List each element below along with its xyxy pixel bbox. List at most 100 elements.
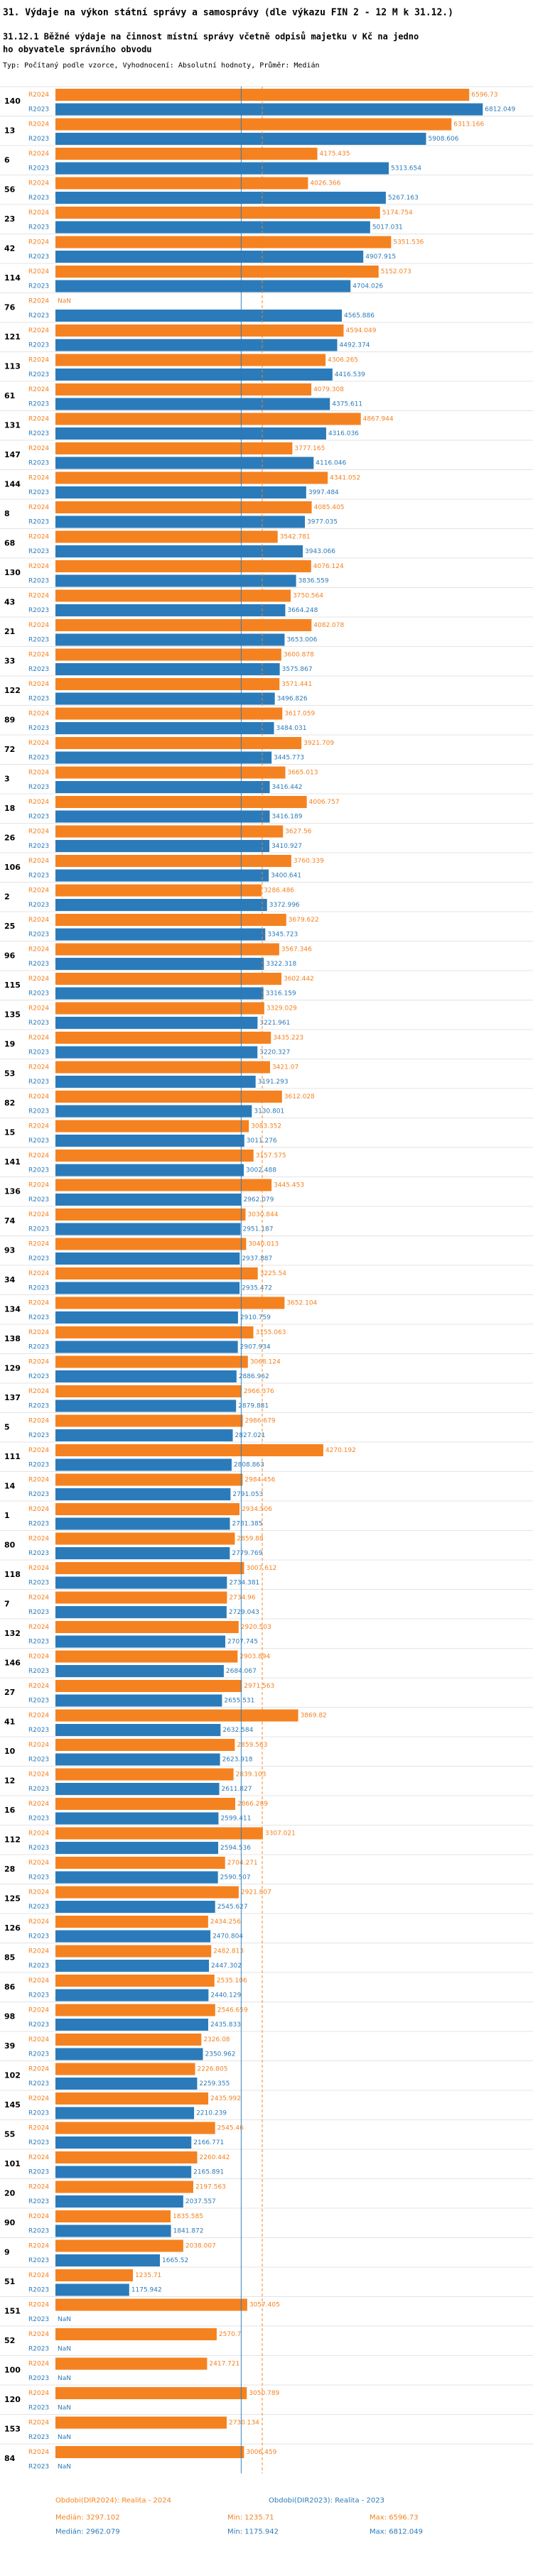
category-label: 6 — [4, 155, 10, 165]
series-label: R2023 — [28, 1992, 49, 1999]
value-label: 2903.894 — [239, 1654, 270, 1661]
series-label: R2023 — [28, 136, 49, 143]
series-label: R2023 — [28, 2021, 49, 2029]
value-label: 2839.103 — [236, 1772, 266, 1779]
series-label: R2024 — [28, 917, 49, 924]
value-label: 3316.159 — [266, 990, 296, 998]
bar — [55, 884, 262, 897]
value-label: 3225.54 — [260, 1270, 286, 1277]
value-label: 4085.405 — [314, 504, 345, 511]
category-label: 84 — [4, 2454, 16, 2463]
category-label: 52 — [4, 2336, 15, 2345]
value-label: 2937.887 — [242, 1255, 272, 1262]
value-label: 3571.441 — [281, 681, 312, 688]
category-label: 130 — [4, 568, 21, 577]
value-label: 3155.063 — [255, 1329, 286, 1336]
category-label: 8 — [4, 509, 10, 518]
value-label: 5267.163 — [388, 195, 419, 202]
category-label: 51 — [4, 2277, 15, 2286]
series-label: R2023 — [28, 902, 49, 909]
series-label: R2024 — [28, 1595, 49, 1602]
bar — [55, 751, 272, 764]
bar — [55, 2210, 171, 2222]
value-label: 2729.043 — [229, 1609, 259, 1616]
category-label: 145 — [4, 2100, 21, 2110]
value-label: 3157.575 — [256, 1152, 286, 1159]
series-label: R2023 — [28, 1462, 49, 1469]
value-label: 4416.539 — [335, 371, 365, 378]
series-label: R2023 — [28, 2080, 49, 2087]
category-label: 93 — [4, 1245, 15, 1255]
summary-median: Medián: 2962.079 — [55, 2528, 120, 2536]
category-label: 137 — [4, 1393, 21, 1402]
series-label: R2024 — [28, 1772, 49, 1779]
series-label: R2023 — [28, 253, 49, 261]
category-label: 39 — [4, 2041, 15, 2051]
series-label: R2024 — [28, 268, 49, 275]
category-label: 7 — [4, 1599, 10, 1608]
value-label: 3007.612 — [246, 1565, 276, 1572]
series-label: R2024 — [28, 593, 49, 600]
value-label: 3869.82 — [301, 1713, 327, 1720]
summary-median: Medián: 3297.102 — [55, 2514, 120, 2522]
category-label: 101 — [4, 2159, 21, 2168]
value-label: 3575.867 — [282, 666, 313, 673]
series-label: R2024 — [28, 209, 49, 217]
bar — [55, 2122, 215, 2134]
category-label: 68 — [4, 538, 15, 547]
value-label: 2655.531 — [224, 1698, 254, 1705]
series-label: R2023 — [28, 1285, 49, 1292]
category-label: 5 — [4, 1422, 10, 1431]
category-label: 129 — [4, 1363, 21, 1372]
bar — [55, 133, 426, 145]
bar — [55, 162, 389, 175]
value-label: 4375.611 — [332, 401, 362, 408]
series-label: R2024 — [28, 1418, 49, 1425]
series-label: R2024 — [28, 1565, 49, 1572]
bar — [55, 2357, 208, 2370]
value-label: 2808.863 — [234, 1462, 264, 1469]
category-label: 72 — [4, 745, 15, 754]
category-label: 132 — [4, 1629, 21, 1638]
bar — [55, 987, 264, 1000]
series-label: R2024 — [28, 1477, 49, 1484]
value-label: 2038.007 — [185, 2243, 216, 2250]
value-label: 2435.833 — [210, 2021, 241, 2029]
bar — [55, 1458, 232, 1471]
series-label: R2024 — [28, 829, 49, 836]
value-label: 2470.804 — [212, 1933, 243, 1941]
value-label: 2260.442 — [200, 2154, 230, 2161]
value-label: 3050.789 — [249, 2390, 279, 2397]
bar — [55, 2063, 195, 2075]
series-label: R2023 — [28, 2287, 49, 2294]
series-label: R2024 — [28, 2331, 49, 2338]
series-label: R2023 — [28, 371, 49, 378]
series-label: R2023 — [28, 1757, 49, 1764]
bar — [55, 1503, 240, 1515]
series-label: R2023 — [28, 1167, 49, 1174]
series-label: R2024 — [28, 888, 49, 895]
bar — [55, 1105, 252, 1118]
value-label: 2165.891 — [193, 2169, 224, 2176]
value-label: 4116.046 — [316, 460, 346, 467]
bar — [55, 236, 392, 249]
chart-subtitle: 31.12.1 Běžné výdaje na činnost místní s… — [3, 32, 419, 42]
value-label: NaN — [58, 2346, 71, 2353]
series-label: R2024 — [28, 445, 49, 452]
category-label: 9 — [4, 2247, 10, 2256]
bar — [55, 545, 303, 557]
bar — [55, 2019, 209, 2031]
series-label: R2024 — [28, 2420, 49, 2427]
category-label: 147 — [4, 450, 21, 459]
bar — [55, 192, 386, 204]
value-label: 3542.781 — [280, 534, 311, 541]
value-label: 3997.484 — [308, 489, 339, 496]
series-label: R2024 — [28, 1359, 49, 1366]
bar — [55, 869, 269, 882]
value-label: 3977.035 — [307, 519, 338, 526]
series-label: R2023 — [28, 1609, 49, 1616]
series-label: R2024 — [28, 1860, 49, 1867]
series-label: R2024 — [28, 622, 49, 629]
series-label: R2023 — [28, 1550, 49, 1557]
